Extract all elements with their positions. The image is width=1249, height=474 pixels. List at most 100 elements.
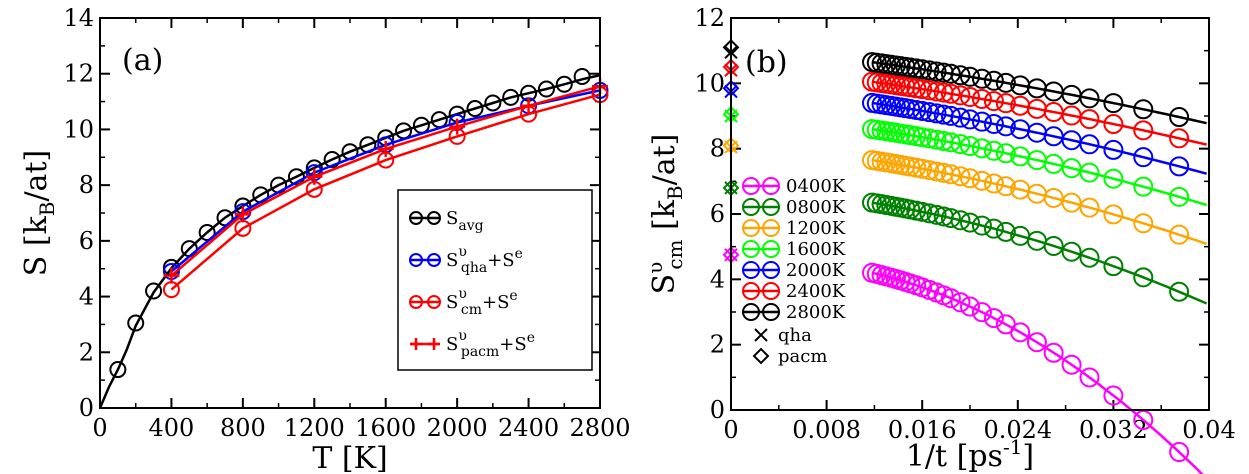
legend-label: Sυ cm+Se xyxy=(446,286,518,318)
data-point-1600K xyxy=(1169,186,1190,207)
legend-entry-2000K: 2000K xyxy=(742,260,846,281)
legend-label: 1600K xyxy=(786,239,846,260)
legend-box xyxy=(397,189,593,371)
data-point-pacm xyxy=(163,267,180,284)
legend-marker xyxy=(762,219,780,237)
data-point-0800K xyxy=(1133,267,1154,288)
series-line-avg xyxy=(98,73,601,409)
legend-label: Sυ qha+Se xyxy=(446,244,523,276)
data-point-0800K xyxy=(912,201,933,222)
data-point-2000K xyxy=(971,111,992,132)
data-point-1200K xyxy=(940,164,961,185)
data-point-0400K xyxy=(1169,442,1190,463)
data-point-2800K xyxy=(900,57,921,78)
data-point-2400K xyxy=(926,81,947,102)
data-point-pacm xyxy=(377,140,394,157)
y-tick-label: 12 xyxy=(694,4,725,32)
data-point-avg xyxy=(502,88,520,106)
data-point-2800K xyxy=(1133,99,1154,120)
legend-marker xyxy=(427,253,441,267)
data-point-0800K xyxy=(950,210,971,231)
legend-marker xyxy=(742,177,760,195)
data-point-2800K xyxy=(906,58,927,79)
data-point-2800K xyxy=(1079,88,1100,109)
data-point-1200K xyxy=(1133,213,1154,234)
data-point-2400K xyxy=(950,85,971,106)
data-point-1200K xyxy=(1079,197,1100,218)
panel-a-label: (a) xyxy=(122,43,163,78)
legend-marker xyxy=(762,261,780,279)
legend-label: 2000K xyxy=(786,260,846,281)
data-point-1200K xyxy=(960,168,980,189)
legend-marker xyxy=(742,282,760,300)
data-point-2400K xyxy=(1103,114,1124,135)
data-point-avg xyxy=(109,361,127,379)
legend-marker xyxy=(754,328,768,342)
legend-entry-pacm: Sυ pacm+Se xyxy=(410,328,535,360)
legend-entry-1200K: 1200K xyxy=(742,218,846,239)
data-point-pacm xyxy=(449,118,466,135)
data-point-0800K xyxy=(1079,247,1100,268)
data-point-2800K xyxy=(1169,107,1190,128)
data-point-avg xyxy=(145,282,163,300)
data-point-2400K xyxy=(983,91,1004,112)
data-point-2400K xyxy=(960,86,980,107)
y-tick-label: 6 xyxy=(710,200,725,228)
data-point-avg xyxy=(287,168,305,186)
panel-a-series xyxy=(98,68,609,409)
data-point-1600K xyxy=(950,134,971,155)
x-tick-label: 0.04 xyxy=(1182,416,1235,444)
x-tick-label: 2800 xyxy=(569,414,630,442)
legend-marker xyxy=(752,347,770,365)
data-point-2800K xyxy=(926,61,947,82)
data-point-1600K xyxy=(940,132,961,153)
data-point-2400K xyxy=(906,78,927,99)
panel-a-ticks: 0 400 800 1200 1600 2000 2400 2800 0 2 4 6 8 10 12 14 xyxy=(63,4,630,442)
data-point-0800K xyxy=(919,203,940,224)
legend-entry-0800K: 0800K xyxy=(742,197,846,218)
legend-label: 2400K xyxy=(786,281,846,302)
series-line-cm xyxy=(170,93,601,291)
data-point-0800K xyxy=(940,208,961,229)
legend-entry-cm: Sυ cm+Se xyxy=(409,286,518,318)
data-point-avg xyxy=(323,151,341,169)
data-point-1600K xyxy=(983,140,1004,161)
data-point-1200K xyxy=(971,170,992,191)
data-point-2800K xyxy=(971,68,992,89)
legend-label: Sυ pacm+Se xyxy=(446,328,535,360)
legend-entry-2400K: 2400K xyxy=(742,281,846,302)
legend-label: qha xyxy=(778,325,812,346)
data-point-2800K xyxy=(912,59,933,80)
data-point-1600K xyxy=(960,135,980,156)
x-tick-label: 0 xyxy=(723,416,738,444)
data-point-0400K xyxy=(1043,342,1064,363)
y-tick-label: 4 xyxy=(710,265,725,293)
data-point-2000K xyxy=(950,107,971,128)
data-point-2000K xyxy=(912,100,933,121)
data-point-2400K xyxy=(971,88,992,109)
legend-marker xyxy=(742,303,760,321)
data-point-1600K xyxy=(1103,168,1124,189)
data-point-2800K xyxy=(960,66,980,87)
data-point-2000K xyxy=(960,109,980,130)
y-tick-label: 2 xyxy=(710,331,725,359)
panel-a-frame xyxy=(99,17,601,409)
data-point-0400K xyxy=(1010,322,1031,343)
data-point-1600K xyxy=(919,128,940,149)
data-point-avg xyxy=(466,100,484,118)
data-point-1600K xyxy=(926,129,947,150)
legend-label: pacm xyxy=(778,346,827,367)
data-point-1200K xyxy=(926,161,947,182)
fit-line-2800K xyxy=(871,60,1207,125)
x-tick-label: 400 xyxy=(149,414,195,442)
legend-marker xyxy=(742,261,760,279)
data-point-pacm xyxy=(306,168,323,185)
data-point-2000K xyxy=(919,102,940,123)
data-point-0800K xyxy=(1103,256,1124,277)
x-tick-label: 1200 xyxy=(284,414,345,442)
legend-label: 1200K xyxy=(786,218,846,239)
legend-entry-2800K: 2800K xyxy=(742,302,846,323)
y-tick-label: 12 xyxy=(63,60,94,88)
data-point-1600K xyxy=(971,138,992,159)
